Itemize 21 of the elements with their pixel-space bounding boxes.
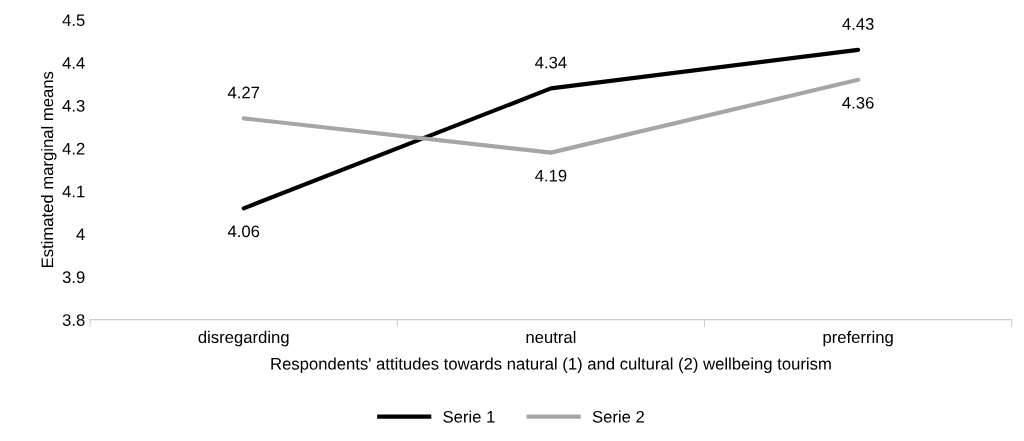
legend-label: Serie 1 — [443, 410, 495, 423]
x-tick-label: preferring — [823, 330, 893, 347]
y-tick-label: 4.1 — [62, 185, 85, 198]
x-tick-label: neutral — [526, 330, 576, 344]
data-label: 4.27 — [227, 86, 260, 99]
y-axis-title: Estimated marginal means — [40, 71, 57, 268]
x-axis-title: Respondents' attitudes towards natural (1) and cultural (2) wellbeing tourism — [271, 357, 831, 374]
y-tick-label: 4 — [76, 228, 85, 241]
x-tick-label: disregarding — [198, 330, 289, 347]
data-label: 4.43 — [842, 18, 874, 30]
y-tick-label: 4.5 — [62, 14, 85, 27]
legend-label: Serie 2 — [592, 410, 644, 423]
y-tick-label: 4.4 — [62, 57, 85, 69]
y-tick-label: 4.2 — [62, 142, 85, 155]
data-label: 4.36 — [842, 96, 874, 109]
data-label: 4.34 — [535, 56, 567, 69]
y-tick-label: 4.3 — [62, 99, 85, 112]
data-label: 4.06 — [227, 225, 260, 238]
data-label: 4.19 — [535, 169, 567, 182]
y-tick-label: 3.8 — [62, 314, 85, 326]
y-tick-label: 3.9 — [62, 271, 85, 284]
